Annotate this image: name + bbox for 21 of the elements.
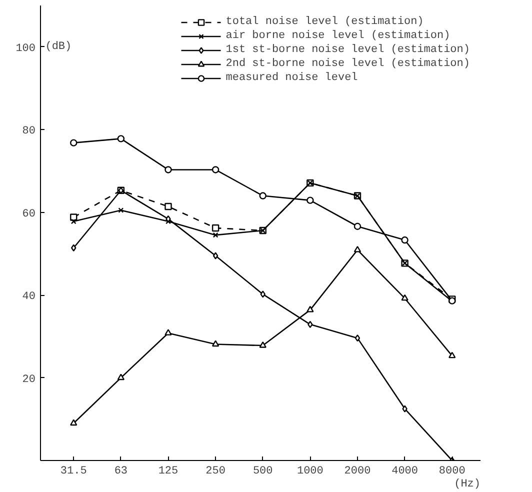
x-axis-title: (Hz) [454, 478, 480, 490]
x-tick-label: 8000 [438, 466, 466, 478]
y-axis-title: (dB) [45, 40, 72, 53]
x-tick-label: 31.5 [60, 466, 87, 478]
x-tick-label: 500 [252, 466, 273, 478]
legend-label: measured noise level [226, 71, 358, 85]
legend-label: 2nd st-borne noise level (estimation) [226, 57, 470, 71]
x-tick-label: 4000 [392, 466, 418, 478]
y-tick-label: 20 [22, 374, 36, 386]
legend-label: 1st st-borne noise level (estimation) [226, 43, 470, 57]
y-tick-label: 60 [22, 208, 36, 220]
x-tick-label: 63 [114, 466, 128, 478]
x-tick-label: 125 [158, 466, 178, 478]
x-tick-label: 2000 [344, 466, 371, 478]
y-tick-label: 100 [16, 42, 36, 55]
legend-label: total noise level (estimation) [226, 15, 424, 29]
x-tick-label: 250 [206, 466, 226, 478]
y-tick-label: 40 [22, 291, 36, 304]
x-tick-label: 1000 [296, 466, 324, 478]
legend-label: air borne noise level (estimation) [226, 29, 450, 43]
y-tick-label: 80 [22, 126, 36, 138]
